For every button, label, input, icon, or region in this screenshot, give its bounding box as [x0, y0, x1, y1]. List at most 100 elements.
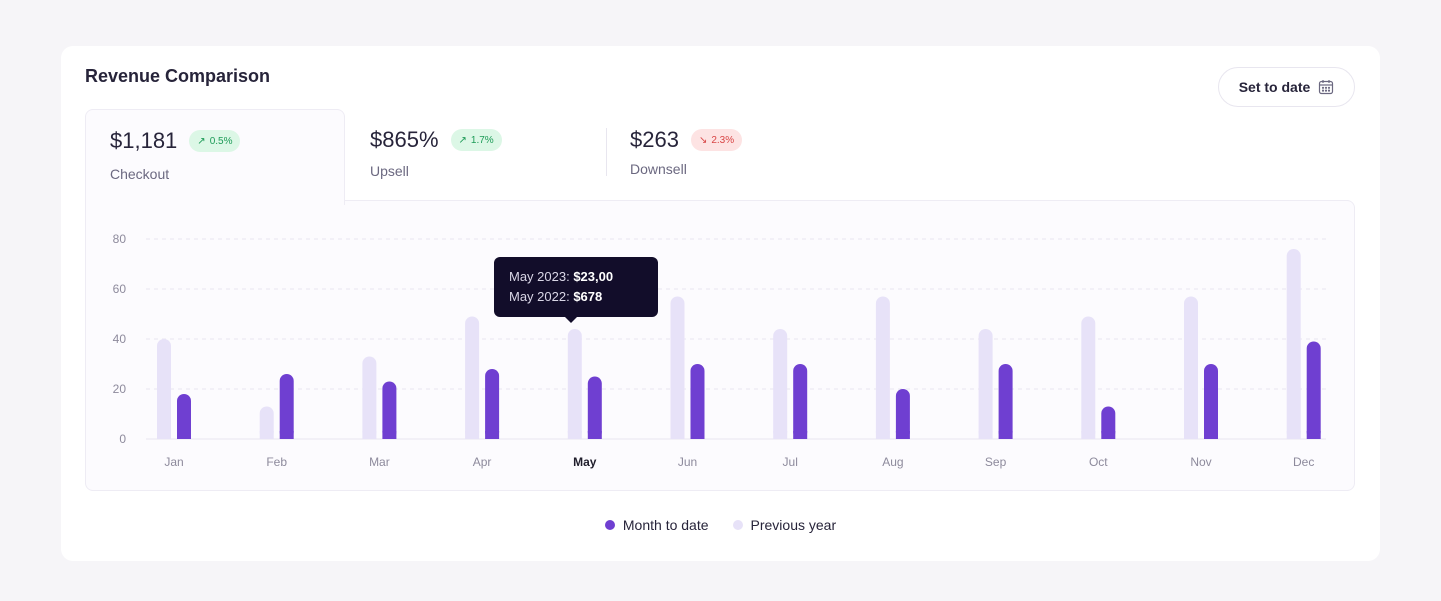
bar-previous-year-base-dec	[1286, 431, 1301, 439]
bar-month-to-date-base-oct	[1101, 431, 1116, 439]
tooltip-line-current: May 2023: $23,00	[509, 267, 643, 287]
arrow-up-right-icon: ↗	[458, 134, 467, 146]
x-tick-label-may: May	[573, 455, 597, 469]
legend-label-month-to-date: Month to date	[622, 517, 709, 533]
tooltip-line-previous: May 2022: $678	[509, 287, 643, 307]
x-tick-label-jul: Jul	[783, 455, 798, 469]
chart-legend: Month to date Previous year	[61, 517, 1380, 533]
set-to-date-button[interactable]: Set to date	[1218, 67, 1355, 107]
bar-month-to-date-base-aug	[895, 431, 910, 439]
checkout-value: $1,181	[110, 128, 178, 153]
bar-month-to-date-base-feb	[279, 431, 294, 439]
downsell-label: Downsell	[630, 161, 687, 177]
tooltip-previous-value: $678	[573, 289, 603, 304]
y-tick-label: 80	[113, 232, 127, 246]
bar-month-to-date-base-jul	[793, 431, 808, 439]
legend-previous-year[interactable]: Previous year	[732, 517, 836, 533]
bar-month-to-date-jul	[793, 364, 808, 439]
bar-month-to-date-base-dec	[1306, 431, 1321, 439]
bar-month-to-date-base-jan	[177, 431, 191, 439]
bar-month-to-date-feb	[279, 374, 294, 439]
bar-previous-year-mar	[362, 356, 377, 439]
chart-panel: 0 20 40 60 80 Jan Feb Mar Apr May Jun Jul Aug Sep Oct N…	[85, 200, 1355, 491]
arrow-down-right-icon: ↘	[698, 134, 708, 146]
x-tick-label-jan: Jan	[164, 455, 183, 469]
bar-previous-year-base-sep	[978, 431, 993, 439]
y-tick-label: 60	[113, 282, 127, 296]
bar-month-to-date-jan	[177, 394, 191, 439]
bar-month-to-date-base-nov	[1204, 431, 1218, 439]
chart-tooltip: May 2023: $23,00 May 2022: $678	[494, 257, 658, 323]
bar-previous-year-base-nov	[1184, 431, 1198, 439]
bar-month-to-date-sep	[998, 364, 1013, 439]
bar-previous-year-base-jun	[670, 431, 685, 439]
bar-previous-year-oct	[1081, 316, 1096, 439]
legend-dot-month-to-date	[604, 520, 615, 530]
bar-month-to-date-apr	[485, 369, 500, 439]
bar-previous-year-base-jan	[157, 431, 171, 439]
x-tick-label-apr: Apr	[473, 455, 492, 469]
set-to-date-label: Set to date	[1238, 79, 1311, 95]
bar-previous-year-dec	[1286, 249, 1301, 439]
x-tick-label-sep: Sep	[985, 455, 1007, 469]
checkout-change: 0.5%	[209, 135, 233, 147]
bar-month-to-date-dec	[1306, 341, 1321, 439]
upsell-label: Upsell	[370, 163, 409, 179]
bar-previous-year-base-may	[567, 431, 582, 439]
legend-dot-previous-year	[732, 520, 743, 530]
legend-month-to-date[interactable]: Month to date	[604, 517, 709, 533]
downsell-change: 2.3%	[711, 134, 735, 146]
arrow-up-right-icon: ↗	[197, 135, 206, 147]
bar-month-to-date-base-may	[587, 431, 602, 439]
upsell-change: 1.7%	[470, 134, 494, 146]
bar-previous-year-may	[567, 329, 582, 439]
bar-month-to-date-base-mar	[382, 431, 397, 439]
bar-previous-year-base-jul	[773, 431, 788, 439]
bar-previous-year-base-apr	[465, 431, 480, 439]
bar-previous-year-base-mar	[362, 431, 377, 439]
downsell-value: $263	[630, 127, 679, 152]
bar-previous-year-feb	[259, 406, 274, 439]
revenue-bar-chart: 0 20 40 60 80 Jan Feb Mar Apr May Jun Jul Aug Sep Oct N…	[113, 232, 1326, 469]
bar-month-to-date-oct	[1101, 406, 1116, 439]
x-tick-label-nov: Nov	[1190, 455, 1211, 469]
bar-month-to-date-base-jun	[690, 431, 705, 439]
card-title: Revenue Comparison	[85, 66, 271, 86]
bar-previous-year-jun	[670, 296, 685, 439]
bar-month-to-date-may	[587, 376, 602, 439]
x-tick-label-dec: Dec	[1293, 455, 1314, 469]
bar-previous-year-base-aug	[875, 431, 890, 439]
x-tick-label-mar: Mar	[369, 455, 390, 469]
y-tick-label: 20	[113, 382, 127, 396]
bar-previous-year-sep	[978, 329, 993, 439]
x-tick-label-feb: Feb	[266, 455, 287, 469]
tooltip-previous-label: May 2022:	[509, 289, 570, 304]
bar-previous-year-base-oct	[1081, 431, 1096, 439]
checkout-label: Checkout	[110, 166, 170, 182]
x-tick-label-jun: Jun	[678, 455, 697, 469]
bar-month-to-date-base-sep	[998, 431, 1013, 439]
upsell-value: $865%	[370, 127, 439, 152]
bar-month-to-date-nov	[1204, 364, 1218, 439]
bar-month-to-date-jun	[690, 364, 705, 439]
x-tick-label-oct: Oct	[1089, 455, 1108, 469]
y-tick-label: 40	[113, 332, 127, 346]
bar-previous-year-aug	[875, 296, 890, 439]
tab-downsell[interactable]: $263 ↘ 2.3% Downsell	[606, 109, 866, 201]
bar-previous-year-jan	[157, 339, 171, 439]
bar-month-to-date-mar	[382, 381, 397, 439]
checkout-change-badge: ↗ 0.5%	[189, 130, 241, 152]
tooltip-current-label: May 2023:	[509, 269, 570, 284]
calendar-icon	[1318, 79, 1334, 95]
revenue-comparison-card: Revenue Comparison Set to date $1,181 ↗	[61, 46, 1380, 561]
tab-checkout[interactable]: $1,181 ↗ 0.5% Checkout	[85, 109, 345, 205]
downsell-change-badge: ↘ 2.3%	[690, 129, 743, 151]
bar-month-to-date-base-apr	[485, 431, 500, 439]
tooltip-current-value: $23,00	[573, 269, 614, 284]
y-tick-label: 0	[119, 432, 126, 446]
bar-previous-year-apr	[465, 316, 480, 439]
tab-upsell[interactable]: $865% ↗ 1.7% Upsell	[346, 109, 606, 201]
upsell-change-badge: ↗ 1.7%	[450, 129, 502, 151]
bar-previous-year-nov	[1184, 296, 1198, 439]
bar-previous-year-jul	[773, 329, 788, 439]
